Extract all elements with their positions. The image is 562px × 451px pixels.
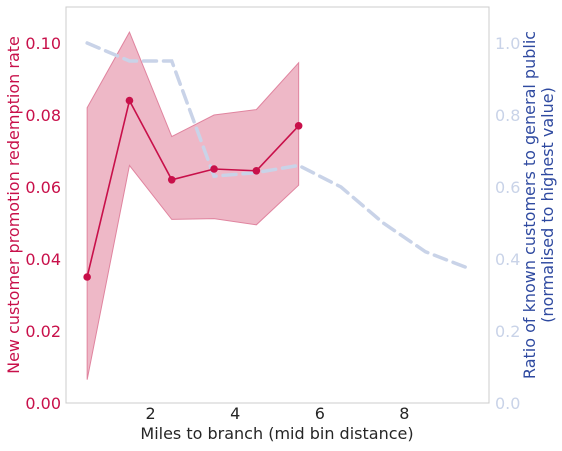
right-y-tick-label: 0.0: [495, 394, 520, 413]
left-y-tick-label: 0.00: [25, 394, 61, 413]
x-axis-label: Miles to branch (mid bin distance): [140, 424, 413, 443]
right-y-axis-label-line2: (normalised to highest value): [538, 87, 557, 323]
data-point: [167, 176, 176, 184]
right-y-axis-ticks: 0.0 0.2 0.4 0.6 0.8 1.0: [495, 34, 520, 413]
left-y-tick-label: 0.06: [25, 178, 61, 197]
right-y-tick-label: 0.4: [495, 250, 520, 269]
x-axis-ticks: 2 4 6 8: [146, 404, 410, 423]
right-y-tick-label: 1.0: [495, 34, 520, 53]
left-y-axis-label: New customer promotion redemption rate: [4, 36, 23, 374]
right-y-tick-label: 0.8: [495, 106, 520, 125]
left-y-tick-label: 0.02: [25, 322, 61, 341]
left-y-tick-label: 0.04: [25, 250, 61, 269]
x-tick-label: 8: [399, 404, 409, 423]
left-y-axis-ticks: 0.00 0.02 0.04 0.06 0.08 0.10: [25, 34, 61, 413]
right-y-axis-label-line1: Ratio of known customers to general publ…: [520, 31, 539, 379]
data-point: [125, 96, 134, 105]
x-tick-label: 6: [315, 404, 325, 423]
x-tick-label: 2: [146, 404, 156, 423]
left-y-tick-label: 0.10: [25, 34, 61, 53]
data-point: [210, 165, 218, 173]
data-point: [252, 167, 261, 175]
left-y-tick-label: 0.08: [25, 106, 61, 125]
right-y-tick-label: 0.2: [495, 322, 520, 341]
data-point: [294, 122, 303, 130]
data-point: [83, 273, 91, 281]
redemption-markers: [83, 96, 303, 281]
right-y-tick-label: 0.6: [495, 178, 520, 197]
redemption-series-line: [86, 98, 300, 278]
x-tick-label: 4: [230, 404, 240, 423]
dashed-series-line: [85, 41, 470, 270]
